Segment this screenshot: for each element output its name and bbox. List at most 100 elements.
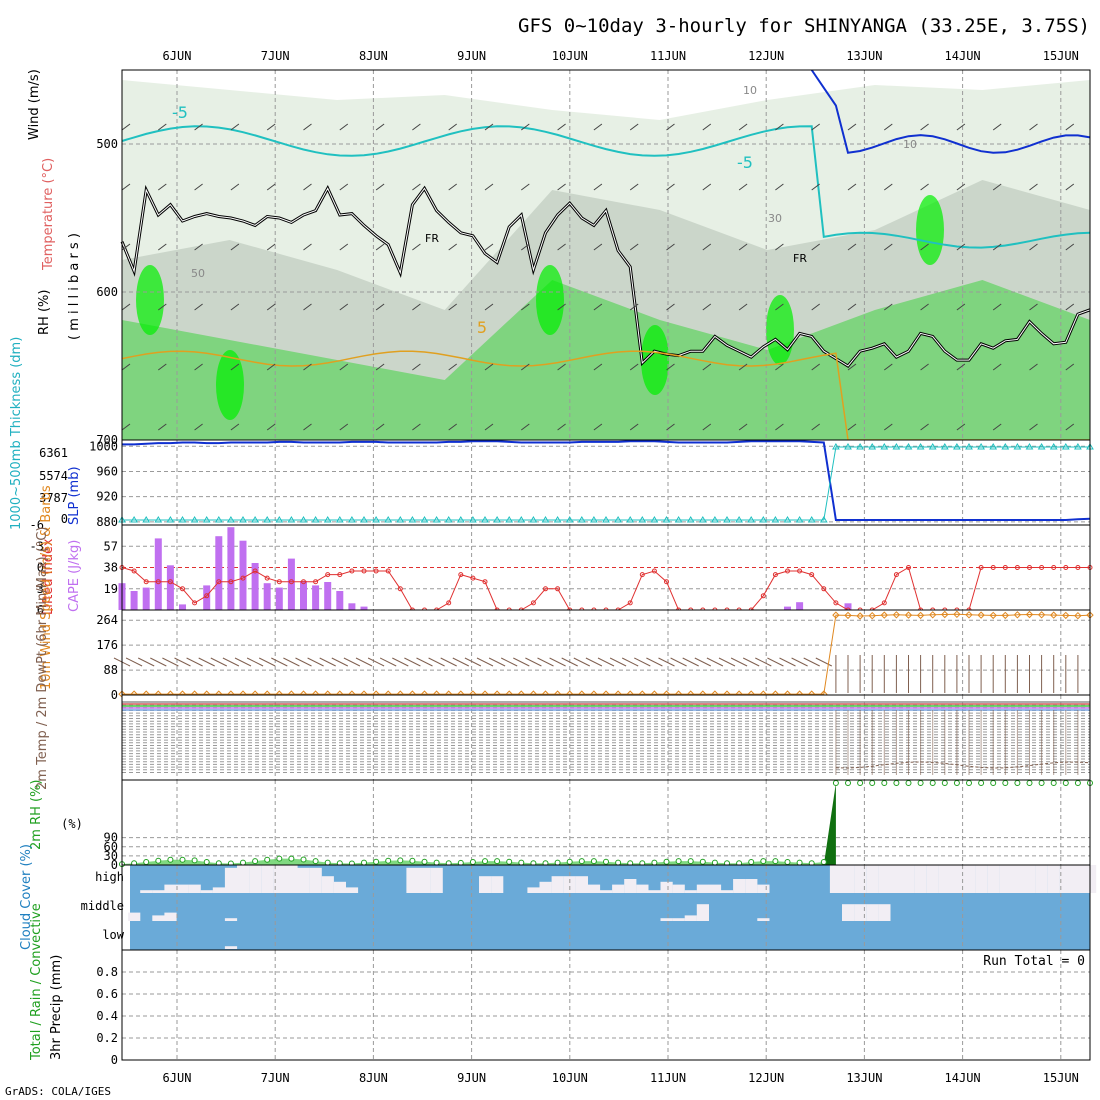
cloud-cell-middle: [672, 918, 685, 921]
lifted-point: [821, 586, 827, 592]
rh2m-point: [288, 855, 295, 862]
wind10-barb: [404, 657, 421, 667]
lifted-tick: 6: [37, 603, 44, 617]
bottom-date-label: 9JUN: [457, 1071, 486, 1085]
rh2m-tick: 30: [104, 849, 118, 863]
upper-wind-barb: [375, 423, 385, 431]
wind10-barb: [621, 657, 639, 667]
wind10-point: [1086, 611, 1094, 619]
slp-tick: 920: [96, 490, 118, 504]
rh2m-point: [953, 780, 960, 786]
rh2m-point: [373, 858, 380, 865]
precip-bg: [122, 950, 1090, 1060]
top-date-label: 8JUN: [359, 49, 388, 63]
temp-dewpoint-panel: [121, 694, 1091, 781]
cloud-cell-high: [660, 881, 673, 893]
upper-wind-barb: [158, 123, 167, 131]
upper-wind-barb: [121, 123, 131, 131]
upper-wind-barb: [775, 423, 784, 431]
upper-wind-barb: [775, 243, 784, 251]
wind10-barb: [283, 657, 300, 667]
upper-wind-barb: [266, 183, 276, 191]
upper-wind-barb: [448, 183, 458, 191]
thickness-tick: 5574: [39, 469, 68, 483]
cloud-cell-middle: [660, 918, 673, 921]
lifted-point: [530, 600, 536, 606]
top-date-label: 13JUN: [846, 49, 882, 63]
upper-wind-barb: [412, 183, 421, 191]
upper-wind-barb: [738, 123, 748, 131]
cloud-cell-high: [987, 865, 1000, 893]
upper-wind-barb: [992, 303, 1002, 311]
top-date-label: 12JUN: [748, 49, 784, 63]
chart-title: GFS 0~10day 3-hourly for SHINYANGA (33.2…: [518, 15, 1090, 37]
cloud-cell-middle: [878, 904, 891, 921]
cloud-cell-high: [902, 865, 915, 893]
rh2m-point: [784, 859, 791, 865]
upper-wind-barb: [303, 423, 312, 431]
rh2m-point: [772, 858, 779, 865]
slp-tick: 880: [96, 515, 118, 529]
rh2m-point: [433, 859, 440, 866]
wind10-label: 10m Wind Speed (m/s) & Barbs: [39, 485, 54, 690]
rh2m-unit: (%): [61, 817, 83, 831]
temp-label: Temperature (°C): [41, 158, 56, 271]
precip-frame: [121, 949, 1091, 1061]
upper-wind-barb: [121, 303, 131, 311]
cloud-cell-middle: [757, 918, 770, 921]
rh2m-point: [179, 856, 186, 863]
upper-wind-barb: [194, 183, 203, 191]
upper-wind-barb: [811, 183, 821, 191]
upper-wind-barb: [448, 243, 458, 251]
cape-bar: [784, 606, 791, 610]
wind10-barb: [755, 657, 772, 667]
rh2m-point: [966, 780, 972, 786]
upper-wind-barb: [339, 123, 349, 131]
slp-label: SLP (mb): [67, 466, 82, 525]
upper-wind-barb: [593, 183, 603, 191]
contour-label: -5: [172, 103, 188, 122]
wind10-barb: [488, 657, 506, 667]
upper-wind-barb: [1029, 303, 1038, 311]
upper-wind-barb: [230, 423, 240, 431]
cloud-cell-high: [890, 865, 903, 893]
cloud-cell-high: [1035, 865, 1048, 893]
upper-wind-barb: [629, 423, 639, 431]
wind10-barb: [742, 657, 760, 667]
upper-wind-barb: [375, 363, 385, 371]
upper-wind-barb: [194, 363, 203, 371]
upper-wind-barb: [702, 363, 712, 371]
upper-wind-barb: [158, 183, 167, 191]
lifted-point: [627, 600, 633, 606]
wind10-barb: [670, 657, 687, 667]
cloud-cell-high: [938, 865, 951, 893]
lifted-tick: -3: [30, 539, 44, 553]
wind10-barb: [186, 657, 203, 667]
wind10-tick: 0: [111, 688, 118, 702]
lifted-point: [639, 572, 645, 578]
cloud-cell-high: [708, 884, 722, 893]
wind10-barb: [718, 657, 736, 667]
cloud-cell-high: [430, 867, 443, 893]
upper-wind-barb: [1065, 123, 1075, 131]
wind10-barb: [440, 657, 457, 667]
upper-wind-barb: [920, 363, 929, 371]
upper-wind-barb: [593, 423, 603, 431]
upper-wind-barb: [194, 423, 203, 431]
wind10-barb: [355, 657, 373, 667]
rh2m-point: [276, 855, 283, 862]
upper-wind-barb: [702, 423, 712, 431]
upper-wind-barb: [666, 363, 675, 371]
upper-wind-barb: [593, 123, 603, 131]
cloud-label: Cloud Cover (%): [19, 844, 34, 950]
cloud-cell-high: [200, 890, 213, 893]
upper-wind-barb: [775, 363, 784, 371]
upper-wind-barb: [847, 363, 857, 371]
wind10-barb: [500, 657, 518, 667]
cape-bar: [360, 606, 368, 610]
upper-wind-barb: [593, 363, 603, 371]
upper-wind-barb: [484, 363, 494, 371]
rh2m-spike: [823, 783, 836, 865]
precip-tick: 0.4: [96, 1009, 118, 1023]
